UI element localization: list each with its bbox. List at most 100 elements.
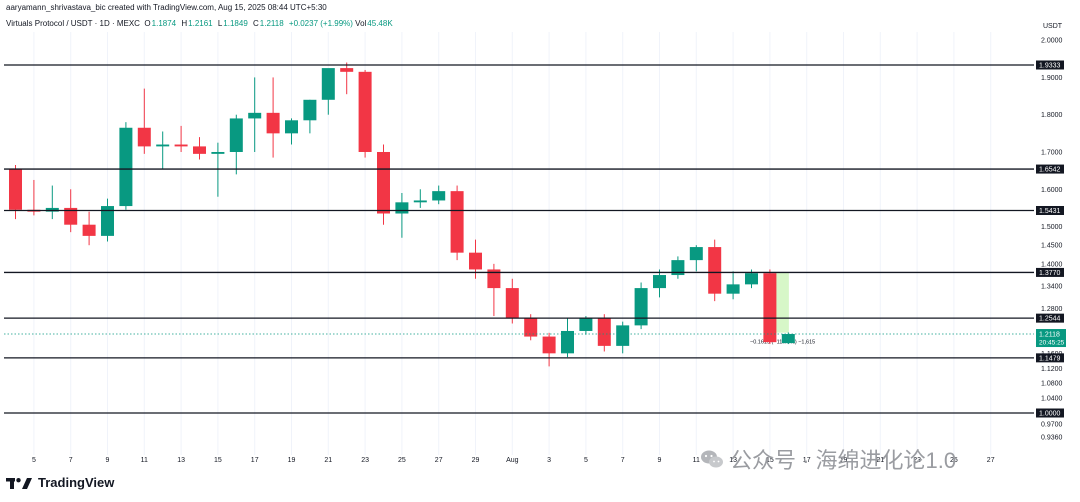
high-value: 1.2161 — [188, 19, 213, 28]
y-tick-label: 1.6000 — [1041, 187, 1063, 194]
y-tick-label: 1.0400 — [1041, 396, 1063, 403]
x-tick-label: 25 — [950, 457, 958, 464]
open-label: O — [144, 19, 151, 28]
y-tick-label: 1.9000 — [1041, 75, 1063, 82]
candle-body — [634, 288, 648, 326]
candle-body — [745, 273, 758, 285]
candle — [708, 239, 722, 302]
candle — [450, 185, 464, 261]
level-price-tag — [1036, 313, 1064, 323]
x-tick-label: 13 — [729, 457, 737, 464]
high-label: H — [181, 19, 188, 28]
y-tick-label: 0.9700 — [1041, 422, 1063, 429]
candle — [726, 271, 740, 300]
candle — [119, 122, 133, 210]
candle-body — [708, 247, 722, 294]
candle-body — [193, 146, 206, 154]
candle-body — [542, 336, 556, 354]
x-tick-label: 23 — [913, 457, 921, 464]
candle-body — [174, 144, 188, 147]
candle-body — [524, 317, 538, 337]
level-price-tag — [1036, 408, 1064, 418]
candle — [137, 88, 151, 154]
level-price-label: 1.2544 — [1039, 316, 1061, 323]
candle — [101, 198, 114, 242]
price-chart[interactable]: −0.1615 (−11.76%) −1,615 1.93331.65421.5… — [0, 0, 1080, 470]
y-tick-label: 1.5000 — [1041, 224, 1063, 231]
candle — [303, 99, 317, 134]
x-tick-label: 3 — [547, 457, 551, 464]
y-tick-label: 1.4000 — [1041, 261, 1063, 268]
candle-body — [597, 317, 611, 346]
x-tick-label: 7 — [621, 457, 625, 464]
x-tick-label: 5 — [32, 457, 36, 464]
candle — [156, 131, 170, 169]
y-tick-label: 0.9360 — [1041, 434, 1063, 441]
axis-currency: USDT — [1043, 23, 1063, 30]
symbol-name: Virtuals Protocol / USDT · 1D · MEXC — [6, 19, 140, 28]
x-tick-label: 13 — [177, 457, 185, 464]
candle — [561, 317, 574, 358]
candle — [321, 68, 335, 115]
candle — [248, 77, 262, 152]
y-tick-label: 1.4500 — [1041, 243, 1063, 250]
candle — [579, 316, 593, 335]
level-price-label: 1.9333 — [1039, 63, 1061, 70]
x-tick-label: 15 — [214, 457, 222, 464]
candle-body — [579, 317, 593, 331]
candle-body — [9, 168, 22, 210]
last-price-label: 1.2118 — [1039, 332, 1060, 339]
last-price-tag — [1036, 329, 1066, 348]
level-price-label: 1.0000 — [1039, 411, 1061, 418]
x-tick-label: 15 — [766, 457, 774, 464]
candle — [45, 185, 59, 220]
change-value: +0.0237 (+1.99%) — [288, 19, 353, 28]
y-tick-label: 2.0000 — [1041, 38, 1063, 45]
level-price-tag — [1036, 267, 1064, 277]
level-price-tag — [1036, 164, 1064, 174]
x-tick-label: Aug — [506, 457, 519, 464]
candle-body — [211, 151, 225, 154]
volume-label: Vol — [355, 19, 367, 28]
candle-body — [285, 120, 298, 134]
candle — [413, 189, 427, 208]
low-label: L — [217, 19, 223, 28]
candle — [763, 269, 777, 345]
wechat-icon — [701, 450, 723, 468]
candle-body — [432, 191, 446, 201]
x-tick-label: 9 — [658, 457, 662, 464]
candle — [174, 125, 188, 152]
candle-body — [248, 112, 262, 119]
y-tick-label: 1.1600 — [1041, 351, 1063, 358]
candle-body — [689, 247, 703, 261]
x-tick-label: 9 — [106, 457, 110, 464]
level-price-label: 1.5431 — [1039, 208, 1061, 215]
x-tick-label: 27 — [435, 457, 443, 464]
y-tick-label: 1.2800 — [1041, 306, 1063, 313]
candle-body — [487, 269, 501, 289]
close-label: C — [253, 19, 259, 28]
candle-body — [119, 127, 133, 207]
x-tick-label: 19 — [840, 457, 848, 464]
brand-name: TradingView — [38, 475, 115, 490]
x-tick-label: 21 — [324, 457, 332, 464]
y-tick-label: 1.1200 — [1041, 366, 1063, 373]
candle-body — [137, 127, 151, 147]
candle — [505, 278, 519, 324]
y-tick-label: 1.7000 — [1041, 149, 1063, 156]
candle — [542, 332, 556, 367]
x-tick-label: 5 — [584, 457, 588, 464]
level-price-label: 1.3770 — [1039, 270, 1061, 277]
candle-body — [266, 112, 280, 134]
candle-body — [561, 330, 574, 354]
close-value: 1.2118 — [259, 19, 284, 28]
level-price-tag — [1036, 353, 1064, 363]
level-price-tag — [1036, 205, 1064, 215]
level-price-tag — [1036, 60, 1064, 70]
candle-body — [763, 273, 777, 343]
candle-body — [45, 207, 59, 212]
x-tick-label: 17 — [803, 457, 811, 464]
candle — [689, 245, 703, 272]
level-price-label: 1.1479 — [1039, 355, 1061, 362]
candle-body — [616, 325, 630, 346]
